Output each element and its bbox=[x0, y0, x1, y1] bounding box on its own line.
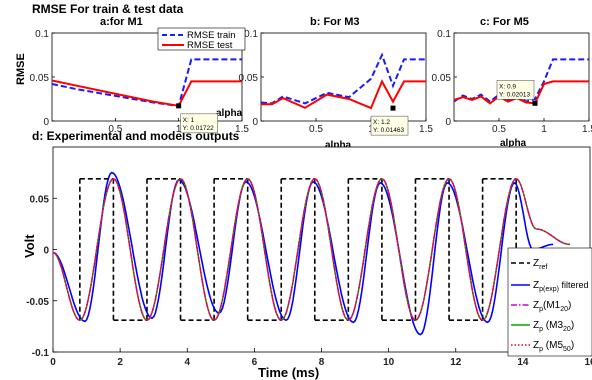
subplot-b-xtick-label: 0.5 bbox=[309, 124, 323, 135]
legend-filtered-sub: p(exp) bbox=[539, 286, 559, 293]
subplot-d-xtick-label: 2 bbox=[117, 357, 123, 368]
legend-m1-suffix-end: ) bbox=[568, 300, 571, 311]
legend-m1-label: Zp(M120) bbox=[533, 300, 571, 313]
subplot-c-datatip-box bbox=[496, 80, 535, 100]
legend-m1-sub: p bbox=[539, 306, 543, 313]
legend-m3-sub: p bbox=[539, 326, 543, 333]
subplot-d-xtick-label: 16 bbox=[584, 357, 592, 368]
subplot-a-xtick-label: 0.5 bbox=[108, 124, 122, 135]
legend-rmse: RMSE train RMSE test bbox=[157, 27, 246, 51]
subplot-a-ylabel: RMSE bbox=[15, 53, 27, 85]
subplot-c-datatip-marker bbox=[532, 100, 538, 106]
subplot-d-xtick-label: 14 bbox=[517, 357, 529, 368]
subplot-b-datatip-y: Y: 0.01463 bbox=[373, 127, 404, 134]
subplot-a-xtick-label: 1.5 bbox=[235, 124, 249, 135]
subplot-d-ytick-label: -0.05 bbox=[26, 297, 49, 308]
filtered-signal-line bbox=[52, 171, 554, 336]
subplot-c-datatip-x: X: 0.9 bbox=[499, 83, 516, 90]
legend-m5-suffix-sub: 50 bbox=[563, 346, 571, 353]
legend-ref-name: Z bbox=[533, 258, 539, 269]
model-m5-line bbox=[52, 178, 570, 321]
legend-ref-sub: ref bbox=[539, 264, 547, 271]
subplot-d-ytick-label: 0 bbox=[43, 246, 49, 257]
subplot-d-xtick-label: 6 bbox=[252, 357, 258, 368]
subplot-c-datatip-y: Y: 0.02013 bbox=[499, 91, 530, 98]
subplot-a-title: a:for M1 bbox=[100, 16, 143, 28]
legend-filtered-label: Zp(exp) filtered bbox=[533, 280, 588, 293]
legend-filtered-suffix: filtered bbox=[559, 280, 589, 290]
subplot-b-ytick-label: 0 bbox=[252, 117, 258, 128]
subplot-b-datatip-marker bbox=[390, 105, 396, 111]
subplot-a-datatip-marker bbox=[176, 103, 182, 109]
legend-m5-label: Zp (M550) bbox=[533, 340, 574, 353]
legend-m1-name: Z bbox=[533, 300, 539, 311]
subplot-c-frame bbox=[453, 32, 590, 122]
subplot-b-title: b: For M3 bbox=[310, 16, 360, 28]
subplot-a-datatip-box bbox=[180, 113, 218, 134]
subplot-b-xtick-label: 1.5 bbox=[419, 124, 433, 135]
subplot-c-ytick-label: 0.05 bbox=[432, 73, 452, 84]
subplot-a-datatip-y: Y: 0.01722 bbox=[183, 125, 214, 132]
subplot-c-test-line bbox=[453, 80, 589, 105]
legend-m1-suffix-sub: 20 bbox=[560, 306, 568, 313]
subplot-c-xtick-label: 1 bbox=[541, 124, 547, 135]
legend-ref-label: Zref bbox=[533, 258, 547, 271]
legend-m3-name: Z bbox=[533, 320, 539, 331]
subplot-c-xlabel: alpha bbox=[500, 138, 527, 149]
legend-outputs-box bbox=[507, 247, 592, 357]
subplot-b-ytick-label: 0.05 bbox=[239, 73, 259, 84]
subplot-c-xtick-label: 0.5 bbox=[492, 124, 506, 135]
legend-m1-suffix: (M1 bbox=[543, 300, 561, 311]
subplot-a-xtick-label: 1 bbox=[176, 124, 182, 135]
subplot-d-frame bbox=[52, 146, 591, 353]
subplot-c-xtick-label: 1.5 bbox=[582, 124, 592, 135]
subplot-a-ytick-label: 0.05 bbox=[30, 73, 50, 84]
subplot-a-datatip-x: X: 1 bbox=[183, 117, 195, 124]
subplot-d-xlabel: Time (ms) bbox=[258, 365, 319, 380]
legend-filtered-name: Z bbox=[533, 280, 539, 291]
legend-train-label: RMSE train bbox=[187, 30, 236, 41]
legend-outputs: Zref Zp(exp) filtered Zp(M120) Zp (M320)… bbox=[507, 247, 592, 357]
subplot-d-ytick-label: 0.05 bbox=[30, 194, 50, 205]
subplot-a-test-line bbox=[51, 79, 242, 107]
legend-m3-suffix-end: ) bbox=[571, 320, 574, 331]
chart-marks: 0 0.05 0.1 0.5 1 1.5 X: 1Y: 0.01722 0 0.05 0.1 0.5… bbox=[26, 29, 592, 368]
subplot-a-ytick-label: 0.1 bbox=[35, 29, 49, 40]
subplot-b-train-line bbox=[260, 52, 426, 105]
subplot-c-ytick-label: 0.1 bbox=[437, 29, 451, 40]
subplot-d-xtick-label: 10 bbox=[383, 357, 395, 368]
subplot-b-ytick-label: 0.1 bbox=[244, 29, 258, 40]
legend-m3-suffix: (M3 bbox=[543, 320, 563, 331]
subplot-d-xtick-label: 12 bbox=[450, 357, 462, 368]
subplot-a-xlabel: alpha bbox=[216, 108, 243, 119]
legend-m5-suffix: (M5 bbox=[543, 340, 563, 351]
subplot-b-test-line bbox=[261, 79, 426, 110]
legend-m3-label: Zp (M320) bbox=[533, 320, 574, 333]
subplot-d-ylabel: Volt bbox=[22, 234, 37, 258]
subplot-d-xtick-label: 0 bbox=[50, 357, 56, 368]
subplot-d: d: Experimental and models outputs Volt … bbox=[22, 129, 591, 380]
legend-m5-name: Z bbox=[533, 340, 539, 351]
subplot-b-datatip-box bbox=[370, 115, 409, 136]
subplot-c-ytick-label: 0 bbox=[445, 117, 451, 128]
figure-title: RMSE For train & test data bbox=[32, 2, 184, 16]
subplot-b-frame bbox=[260, 32, 427, 122]
subplot-d-xtick-label: 4 bbox=[184, 357, 190, 368]
subplot-d-xtick-label: 8 bbox=[319, 357, 325, 368]
subplot-b-xlabel: alpha bbox=[325, 140, 352, 151]
legend-m5-sub: p bbox=[539, 346, 543, 353]
legend-test-label: RMSE test bbox=[187, 40, 233, 51]
legend-m5-suffix-end: ) bbox=[571, 340, 574, 351]
subplot-d-ytick-label: -0.1 bbox=[32, 348, 50, 359]
legend-m3-suffix-sub: 20 bbox=[563, 326, 571, 333]
subplot-a-ytick-label: 0 bbox=[43, 117, 49, 128]
subplot-c-title: c: For M5 bbox=[480, 16, 529, 28]
subplot-b-datatip-x: X: 1.2 bbox=[373, 119, 390, 126]
